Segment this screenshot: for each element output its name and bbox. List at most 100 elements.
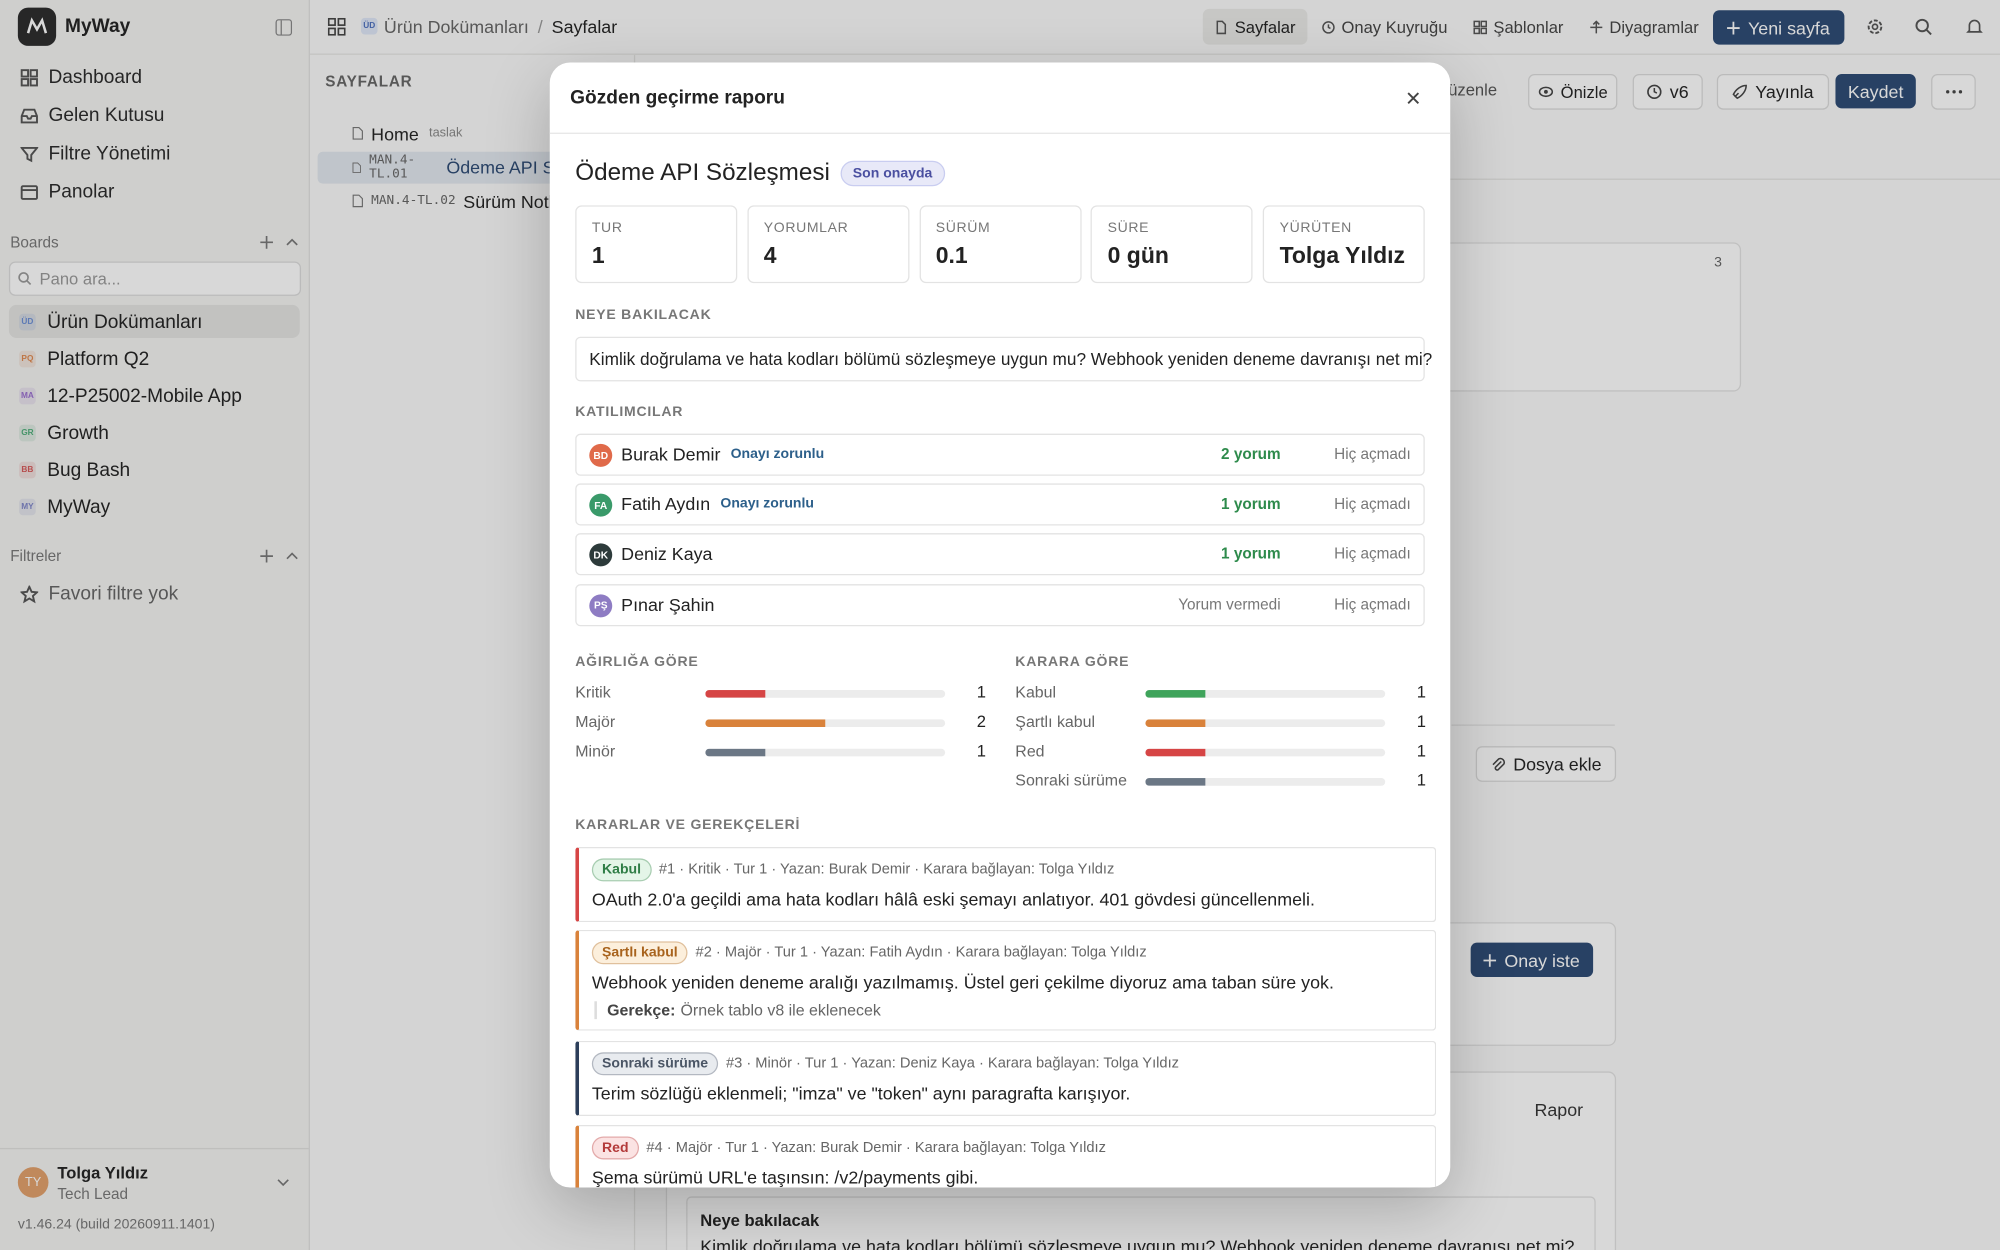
logo-icon	[26, 17, 48, 34]
participant-name-wrap: Fatih Aydın Onayı zorunlu	[621, 494, 814, 514]
page-item[interactable]: Home taslak	[318, 117, 634, 149]
board-name: MyWay	[47, 495, 111, 518]
chart-label: Minör	[575, 742, 616, 761]
page-item[interactable]: MAN.4-TL.02 Sürüm Notları	[318, 185, 634, 217]
nav-item[interactable]: Panolar	[20, 181, 114, 203]
status-badge: Son onayda	[840, 160, 946, 187]
page-tag: taslak	[429, 126, 463, 141]
collapse-button[interactable]	[275, 19, 293, 36]
board-name: Growth	[47, 421, 109, 444]
participant-badge: Onayı zorunlu	[730, 446, 825, 462]
topbar: ÜD Ürün Dokümanları / Sayfalar Sayfalar O…	[309, 0, 2000, 55]
decision-reason: Gerekçe: Örnek tablo v8 ile eklenecek	[594, 1001, 1435, 1020]
board-name: Bug Bash	[47, 458, 131, 481]
nav-label: Filtre Yönetimi	[48, 142, 171, 165]
board-item[interactable]: ÜD Ürün Dokümanları	[8, 304, 300, 339]
chart-label: Majör	[575, 713, 616, 731]
publish-button[interactable]: Yayınla	[1716, 73, 1830, 110]
decision-text: Şema sürümü URL'e taşınsın: /v2/payments…	[591, 1167, 979, 1188]
stat-card: YORUMLAR 4	[747, 205, 910, 284]
breadcrumb-parent[interactable]: Ürün Dokümanları	[383, 16, 529, 37]
version-label: v6	[1669, 81, 1689, 103]
tab-label: Diyagramlar	[1609, 17, 1699, 37]
version-button[interactable]: v6	[1632, 73, 1703, 110]
page-code: MAN.4-TL.02	[371, 193, 456, 208]
participant-name: Fatih Aydın	[621, 493, 711, 515]
settings-icon[interactable]	[1866, 18, 1884, 36]
nav-item[interactable]: Dashboard	[20, 66, 142, 88]
tab[interactable]: Sayfalar	[1202, 8, 1308, 45]
board-badge: MA	[19, 387, 36, 404]
chart-bar	[705, 690, 766, 698]
tab-icon	[1216, 20, 1227, 34]
tab-icon	[1321, 20, 1335, 34]
stat-label: SÜRE	[1107, 220, 1150, 236]
more-button[interactable]	[1931, 73, 1976, 110]
board-badge: GR	[19, 424, 36, 441]
chart-track	[1145, 719, 1386, 728]
attach-button[interactable]: Dosya ekle	[1475, 746, 1617, 782]
stat-card: TUR 1	[575, 205, 738, 284]
decisions-title: KARARLAR VE GEREKÇELERİ	[575, 817, 801, 833]
tab[interactable]: Onay Kuyruğu	[1310, 9, 1459, 45]
participant-comments: 2 yorum	[1221, 445, 1281, 464]
board-search[interactable]: Pano ara...	[8, 261, 302, 296]
star-icon	[20, 584, 39, 603]
board-item[interactable]: GR Growth	[9, 416, 300, 449]
tab[interactable]: Diyagramlar	[1577, 9, 1710, 45]
new-page-button[interactable]: Yeni sayfa	[1713, 10, 1845, 45]
board-item[interactable]: MA 12-P25002-Mobile App	[9, 379, 300, 412]
stat-value: 0 gün	[1107, 242, 1169, 268]
tab-label: Sayfalar	[1234, 17, 1296, 37]
chart-bar	[1145, 719, 1206, 728]
user-name: Tolga Yıldız	[57, 1163, 148, 1183]
notifications-button[interactable]	[1966, 18, 1984, 36]
chart-label: Kabul	[1015, 683, 1057, 702]
attach-label: Dosya ekle	[1513, 753, 1602, 775]
apps-icon[interactable]	[327, 17, 346, 36]
chart-count: 1	[1416, 741, 1427, 761]
stat-label: SÜRÜM	[935, 220, 991, 236]
user-menu[interactable]	[277, 1179, 290, 1187]
reason-text: Örnek tablo v8 ile eklenecek	[680, 1001, 881, 1020]
nav-icon	[20, 184, 38, 200]
edit-button[interactable]: Düzenle	[1436, 80, 1498, 100]
decision-meta: #2 · Majör · Tur 1 · Yazan: Fatih Aydın …	[695, 945, 1147, 961]
report-link[interactable]: Rapor	[1534, 1099, 1584, 1120]
close-button[interactable]	[1407, 92, 1420, 105]
nav-label: Gelen Kutusu	[48, 104, 165, 127]
breadcrumb: Ürün Dokümanları / Sayfalar	[384, 17, 617, 37]
user-avatar[interactable]: TY	[17, 1167, 49, 1198]
stat-label: YORUMLAR	[763, 220, 849, 236]
breadcrumb-separator: /	[537, 16, 543, 37]
filters-actions[interactable]	[260, 548, 298, 563]
page-icon	[352, 161, 362, 173]
chart-track	[705, 719, 946, 728]
search-button[interactable]	[1915, 18, 1933, 36]
nav-label: Panolar	[48, 181, 115, 203]
plus-icon	[1727, 21, 1741, 34]
board-badge: PQ	[19, 350, 36, 367]
chart-label: Sonraki sürüme	[1015, 771, 1127, 790]
boards-actions[interactable]	[260, 235, 298, 250]
participant-name: Pınar Şahin	[621, 593, 715, 615]
board-item[interactable]: MY MyWay	[9, 490, 300, 523]
preview-button[interactable]: Önizle	[1528, 73, 1618, 110]
stat-card: SÜRÜM 0.1	[919, 205, 1082, 284]
doc-header: Ödeme API Sözleşmesi Son onayda	[575, 159, 946, 187]
nav-item[interactable]: Filtre Yönetimi	[20, 143, 170, 165]
stat-value: 4	[763, 242, 777, 268]
filters-empty-text: Favori filtre yok	[48, 582, 179, 605]
tab[interactable]: Şablonlar	[1461, 9, 1574, 45]
board-item[interactable]: BB Bug Bash	[9, 453, 300, 486]
page-name: Sürüm Notları	[463, 190, 574, 212]
chart-count: 1	[1416, 711, 1427, 731]
chart-row: Kabul 1	[1015, 681, 1426, 707]
decision-text: Webhook yeniden deneme aralığı yazılmamı…	[591, 971, 1334, 993]
participant-seen: Hiç açmadı	[1334, 445, 1411, 464]
save-button[interactable]: Kaydet	[1835, 73, 1916, 109]
request-approval-button[interactable]: Onay iste	[1470, 942, 1594, 978]
nav-item[interactable]: Gelen Kutusu	[20, 104, 165, 127]
board-item[interactable]: PQ Platform Q2	[9, 342, 300, 375]
